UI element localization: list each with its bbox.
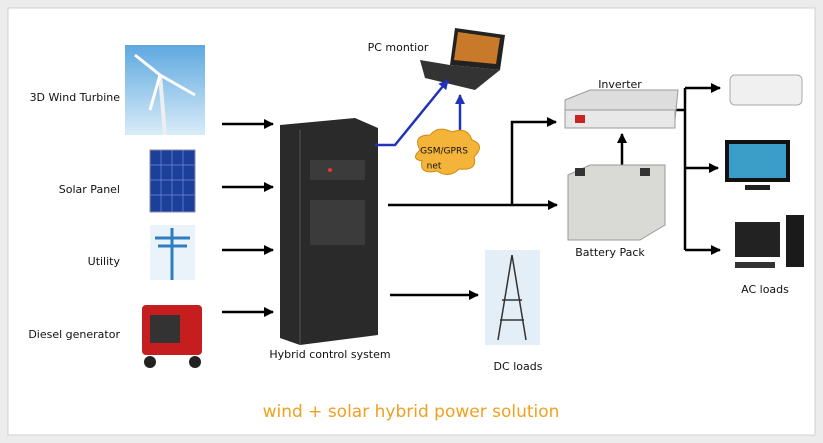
cabinet-icon bbox=[280, 118, 378, 345]
wind-turbine-icon bbox=[125, 45, 205, 135]
battery-icon-part bbox=[575, 168, 585, 176]
label: GSM/GPRS bbox=[420, 147, 468, 157]
ac-loads-icons-part bbox=[729, 144, 786, 178]
ac-loads-icons-part bbox=[745, 185, 770, 190]
tower-icon-part bbox=[485, 250, 540, 345]
ac-loads-icons-part bbox=[786, 215, 804, 267]
label: AC loads bbox=[741, 283, 789, 296]
tower-icon bbox=[485, 250, 540, 345]
diesel-generator-icon-part bbox=[144, 356, 156, 368]
label: Battery Pack bbox=[575, 246, 645, 259]
cabinet-icon-part bbox=[310, 160, 365, 180]
label: net bbox=[427, 162, 442, 172]
label: PC montior bbox=[368, 41, 429, 54]
label: DC loads bbox=[494, 360, 543, 373]
battery-icon bbox=[568, 165, 665, 240]
ac-loads-icons-part bbox=[735, 262, 775, 268]
utility-icon bbox=[150, 225, 195, 280]
label: Utility bbox=[88, 255, 121, 268]
diesel-generator-icon-part bbox=[189, 356, 201, 368]
caption: wind + solar hybrid power solution bbox=[263, 402, 560, 422]
label: 3D Wind Turbine bbox=[30, 91, 121, 104]
page: 3D Wind Turbine Solar Panel Utility Dies… bbox=[0, 0, 823, 443]
ac-loads-icons-part bbox=[730, 75, 802, 105]
ac-loads-icons-part bbox=[735, 222, 780, 257]
label: Inverter bbox=[598, 78, 642, 91]
inverter-icon bbox=[565, 90, 678, 128]
diesel-generator-icon-part bbox=[150, 315, 180, 343]
solar-panel-icon bbox=[150, 150, 195, 212]
label: Solar Panel bbox=[59, 183, 120, 196]
inverter-icon-part bbox=[575, 115, 585, 123]
solar-panel-icon-part bbox=[150, 150, 195, 212]
battery-icon-part bbox=[568, 165, 665, 240]
diagram: 3D Wind Turbine Solar Panel Utility Dies… bbox=[0, 0, 823, 443]
label: Hybrid control system bbox=[269, 348, 390, 361]
cabinet-icon-part bbox=[328, 168, 332, 172]
label: Diesel generator bbox=[28, 328, 120, 341]
cabinet-icon-part bbox=[310, 200, 365, 245]
battery-icon-part bbox=[640, 168, 650, 176]
